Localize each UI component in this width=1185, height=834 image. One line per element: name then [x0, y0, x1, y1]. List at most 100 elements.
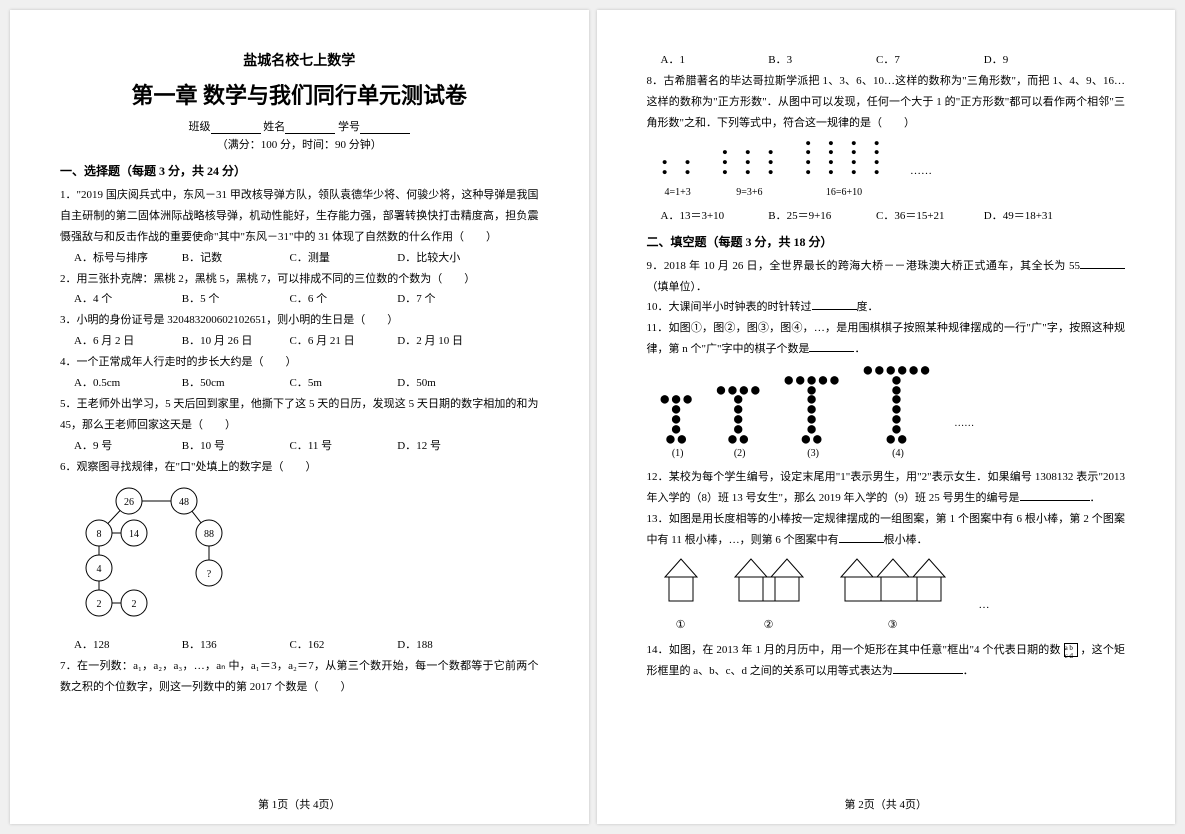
q7-opts: A．1 B．3 C．7 D．9: [647, 50, 1126, 71]
section-1-title: 一、选择题（每题 3 分，共 24 分）: [60, 162, 539, 179]
q13: 13．如图是用长度相等的小棒按一定规律摆成的一组图案，第 1 个图案中有 6 根…: [647, 509, 1126, 636]
q9-blank: [1080, 258, 1125, 269]
q3-d: D．2 月 10 日: [397, 331, 502, 352]
q13-f2: ②: [731, 557, 807, 636]
q4-b: B．50cm: [182, 373, 287, 394]
q13-c2: ②: [731, 615, 807, 636]
page-2: A．1 B．3 C．7 D．9 8．古希腊著名的毕达哥拉斯学派把 1、3、6、1…: [597, 10, 1176, 824]
q12: 12．某校为每个学生编号，设定末尾用"1"表示男生，用"2"表示女生．如果编号 …: [647, 467, 1126, 509]
q4-a: A．0.5cm: [74, 373, 179, 394]
q8-cap3: 16=6+10: [804, 183, 884, 202]
q2-c: C．6 个: [290, 289, 395, 310]
doc-title: 第一章 数学与我们同行单元测试卷: [60, 78, 539, 110]
q8-figure: ∙ ∙∙ ∙ 4=1+3 ∙ ∙ ∙∙ ∙ ∙∙ ∙ ∙ 9=3+6 ∙ ∙ ∙…: [661, 140, 1126, 202]
q11-f4: ●●●●●●●●●●●●●● (4): [864, 366, 933, 463]
q6-diagram-svg: 26 48 8 14 88 4 ? 2 2: [74, 483, 244, 623]
q8: 8．古希腊著名的毕达哥拉斯学派把 1、3、6、10…这样的数称为"三角形数"，而…: [647, 71, 1126, 227]
q13-f1: ①: [661, 557, 701, 636]
class-label: 班级: [189, 121, 211, 133]
q11-text: 11．如图①，图②，图③，图④，…，是用围棋棋子按照某种规律摆成的一行"广"字，…: [647, 322, 1126, 355]
q10-tail: 度．: [857, 301, 879, 313]
q11-blank: [809, 341, 854, 352]
q7-a: A．1: [661, 50, 766, 71]
page-1: 盐城名校七上数学 第一章 数学与我们同行单元测试卷 班级 姓名 学号 （满分：1…: [10, 10, 589, 824]
q9-tail: （填单位）．: [647, 281, 708, 293]
svg-text:48: 48: [179, 497, 189, 508]
q4-opts: A．0.5cm B．50cm C．5m D．50m: [60, 373, 539, 394]
q8-d: D．49＝18+31: [984, 206, 1089, 227]
q8-cap1: 4=1+3: [661, 183, 695, 202]
q8-ellipsis: ……: [910, 161, 932, 202]
q3-c: C．6 月 21 日: [290, 331, 395, 352]
q12-blank: [1020, 490, 1090, 501]
q5-text: 5．王老师外出学习，5 天后回到家里，他撕下了这 5 天的日历，发现这 5 天日…: [60, 398, 539, 431]
svg-text:2: 2: [97, 599, 102, 610]
q5-d: D．12 号: [397, 436, 502, 457]
q2-b: B．5 个: [182, 289, 287, 310]
q10-text: 10．大课间半小时钟表的时针转过: [647, 301, 812, 313]
q8-fig1: ∙ ∙∙ ∙ 4=1+3: [661, 159, 695, 202]
q1: 1．"2019 国庆阅兵式中，东风－31 甲改核导弹方队，领队袁德华少将、何骏少…: [60, 185, 539, 269]
q7-text: 7．在一列数：a₁，a₂，a₃，…，aₙ 中，a₁＝3，a₂＝7，从第三个数开始…: [60, 660, 539, 693]
q14-tail: ．: [963, 665, 974, 677]
id-blank: [360, 122, 410, 134]
q11-f1: ●●●●●●●● (1): [661, 395, 695, 463]
q2-d: D．7 个: [397, 289, 502, 310]
svg-text:8: 8: [97, 529, 102, 540]
q11-ellipsis: ……: [954, 414, 974, 463]
q4-text: 4．一个正常成年人行走时的步长大约是（ ）: [60, 356, 297, 368]
q5-c: C．11 号: [290, 436, 395, 457]
q8-c: C．36＝15+21: [876, 206, 981, 227]
section-2-title: 二、填空题（每题 3 分，共 18 分）: [647, 233, 1126, 250]
q3-opts: A．6 月 2 日 B．10 月 26 日 C．6 月 21 日 D．2 月 1…: [60, 331, 539, 352]
q13-c3: ③: [837, 615, 949, 636]
q6-d: D．188: [397, 635, 502, 656]
q6-a: A．128: [74, 635, 179, 656]
q8-a: A．13＝3+10: [661, 206, 766, 227]
q1-d: D．比较大小: [397, 248, 502, 269]
q3-text: 3．小明的身份证号是 320483200602102651，则小明的生日是（ ）: [60, 314, 398, 326]
q14-box-icon: a bc d: [1064, 643, 1078, 657]
q13-tail: 根小棒．: [884, 534, 928, 546]
q14: 14．如图，在 2013 年 1 月的月历中，用一个矩形在其中任意"框出"4 个…: [647, 640, 1126, 682]
info-line: 班级 姓名 学号: [60, 118, 539, 134]
q10-blank: [812, 299, 857, 310]
q5-opts: A．9 号 B．10 号 C．11 号 D．12 号: [60, 436, 539, 457]
q7-b: B．3: [768, 50, 873, 71]
q14-blank: [893, 663, 963, 674]
sub-info: （满分：100 分，时间：90 分钟）: [60, 136, 539, 152]
name-label: 姓名: [263, 121, 285, 133]
class-blank: [211, 122, 261, 134]
q1-text: 1．"2019 国庆阅兵式中，东风－31 甲改核导弹方队，领队袁德华少将、何骏少…: [60, 189, 539, 243]
q2-opts: A．4 个 B．5 个 C．6 个 D．7 个: [60, 289, 539, 310]
q6-c: C．162: [290, 635, 395, 656]
q3-b: B．10 月 26 日: [182, 331, 287, 352]
q12-tail: ．: [1090, 492, 1101, 504]
q3-a: A．6 月 2 日: [74, 331, 179, 352]
svg-text:4: 4: [97, 564, 102, 575]
svg-text:?: ?: [207, 569, 212, 580]
q1-opts: A．标号与排序 B．记数 C．测量 D．比较大小: [60, 248, 539, 269]
q10: 10．大课间半小时钟表的时针转过 度．: [647, 297, 1126, 318]
q9: 9．2018 年 10 月 26 日，全世界最长的跨海大桥－－港珠澳大桥正式通车…: [647, 256, 1126, 298]
q7-d: D．9: [984, 50, 1089, 71]
q6: 6．观察图寻找规律，在"口"处填上的数字是（ ）: [60, 457, 539, 657]
q1-b: B．记数: [182, 248, 287, 269]
q13-figure: ① ② ③ …: [661, 557, 1126, 636]
q13-ellipsis: …: [979, 595, 990, 636]
q9-text: 9．2018 年 10 月 26 日，全世界最长的跨海大桥－－港珠澳大桥正式通车…: [647, 260, 1081, 272]
q3: 3．小明的身份证号是 320483200602102651，则小明的生日是（ ）…: [60, 310, 539, 352]
q13-f3: ③: [837, 557, 949, 636]
q8-b: B．25＝9+16: [768, 206, 873, 227]
q2-a: A．4 个: [74, 289, 179, 310]
q11-figure: ●●●●●●●● (1) ●●●●●●●●●● (2) ●●●●●●●●●●●●…: [661, 366, 1126, 463]
q4-c: C．5m: [290, 373, 395, 394]
q11-c1: (1): [661, 444, 695, 463]
id-label: 学号: [338, 121, 360, 133]
name-blank: [285, 122, 335, 134]
q6-opts: A．128 B．136 C．162 D．188: [60, 635, 539, 656]
q2: 2．用三张扑克牌：黑桃 2，黑桃 5，黑桃 7，可以排成不同的三位数的个数为（ …: [60, 269, 539, 311]
q14-text: 14．如图，在 2013 年 1 月的月历中，用一个矩形在其中任意"框出"4 个…: [647, 644, 1061, 656]
q6-figure: 26 48 8 14 88 4 ? 2 2: [74, 483, 539, 631]
q6-text: 6．观察图寻找规律，在"口"处填上的数字是（ ）: [60, 461, 316, 473]
